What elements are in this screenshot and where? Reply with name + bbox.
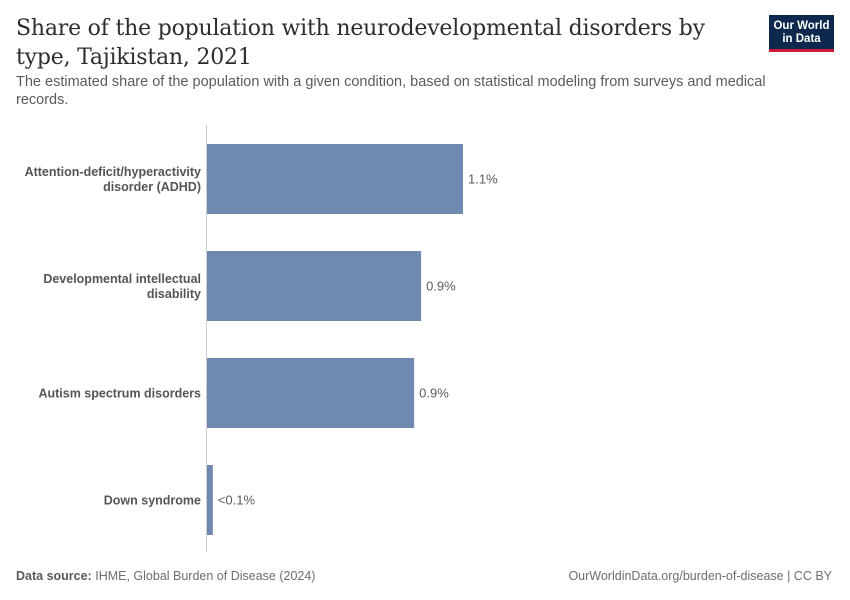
data-source-text[interactable]: IHME, Global Burden of Disease (2024) [95,569,316,583]
category-label-0: Attention-deficit/hyperactivity disorder … [25,165,201,194]
source-url[interactable]: OurWorldinData.org/burden-of-disease | C… [568,569,832,583]
bar-2[interactable] [207,358,415,428]
category-label-2: Autism spectrum disorders [38,387,201,401]
value-label-1: 0.9% [426,279,456,294]
bar-3[interactable] [207,465,213,535]
logo-line-1: Our World [773,20,830,32]
value-label-0: 1.1% [468,172,498,187]
logo-line-2: in Data [782,33,821,45]
bar-1[interactable] [207,251,422,321]
bar-0[interactable] [207,144,463,214]
owid-logo[interactable]: Our World in Data [769,15,834,52]
chart-title: Share of the population with neurodevelo… [16,16,705,70]
category-label-3: Down syndrome [104,494,201,508]
category-label-1: Developmental intellectual disability [43,272,201,301]
value-label-3: <0.1% [218,493,256,508]
chart-subtitle: The estimated share of the population wi… [16,74,766,108]
data-source: Data source: IHME, Global Burden of Dise… [16,569,315,583]
data-source-label: Data source: [16,569,92,583]
value-label-2: 0.9% [419,386,449,401]
